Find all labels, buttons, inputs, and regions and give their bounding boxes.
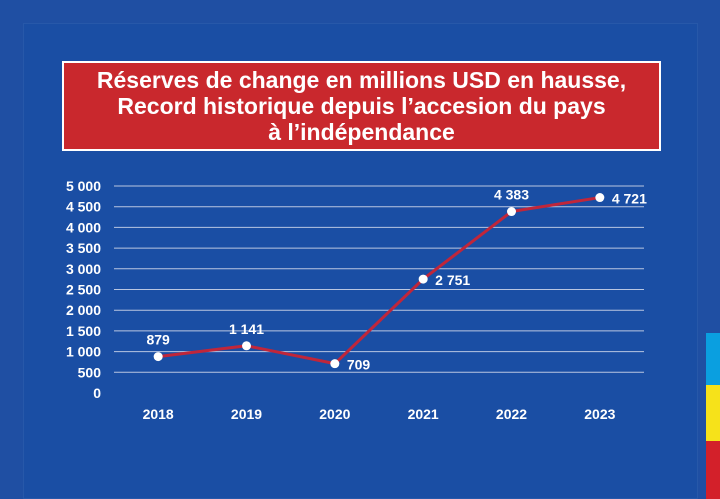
- y-tick-label: 5 000: [66, 178, 101, 194]
- data-point: [507, 207, 516, 217]
- chart-title-line-1: Réserves de change en millions USD en ha…: [96, 67, 627, 93]
- data-label: 2 751: [435, 272, 470, 288]
- y-tick-label: 1 500: [66, 323, 101, 339]
- y-tick-label: 4 500: [66, 199, 101, 215]
- x-tick-label: 2018: [143, 406, 174, 422]
- data-label: 4 721: [612, 191, 647, 207]
- flag-stripe-yellow: [706, 385, 720, 441]
- chart-title-line-3: à l’indépendance: [268, 119, 455, 145]
- flag-stripe-red: [706, 441, 720, 499]
- x-tick-label: 2022: [496, 406, 527, 422]
- y-tick-label: 0: [93, 385, 101, 401]
- data-label: 879: [146, 332, 170, 348]
- y-tick-label: 2 500: [66, 282, 101, 298]
- x-tick-label: 2023: [584, 406, 615, 422]
- y-tick-label: 1 000: [66, 344, 101, 360]
- data-label: 709: [347, 357, 371, 373]
- chart-title-line-2: Record historique depuis l’accesion du p…: [117, 93, 606, 119]
- x-tick-label: 2020: [319, 406, 350, 422]
- data-label: 1 141: [229, 321, 264, 337]
- series-line: [157, 196, 601, 366]
- y-tick-label: 2 000: [66, 302, 101, 318]
- data-label: 4 383: [494, 187, 529, 203]
- data-point: [242, 341, 251, 351]
- y-tick-label: 3 000: [66, 261, 101, 277]
- data-point: [153, 352, 163, 362]
- data-point: [418, 274, 428, 284]
- x-tick-label: 2019: [231, 406, 262, 422]
- chart-title-box: Réserves de change en millions USD en ha…: [62, 61, 661, 151]
- y-tick-label: 4 000: [66, 219, 101, 235]
- data-point: [330, 359, 340, 369]
- x-tick-label: 2021: [408, 406, 439, 422]
- data-point: [595, 193, 605, 203]
- y-tick-label: 3 500: [66, 240, 101, 256]
- y-tick-label: 500: [78, 364, 102, 380]
- flag-stripe-blue: [706, 333, 720, 385]
